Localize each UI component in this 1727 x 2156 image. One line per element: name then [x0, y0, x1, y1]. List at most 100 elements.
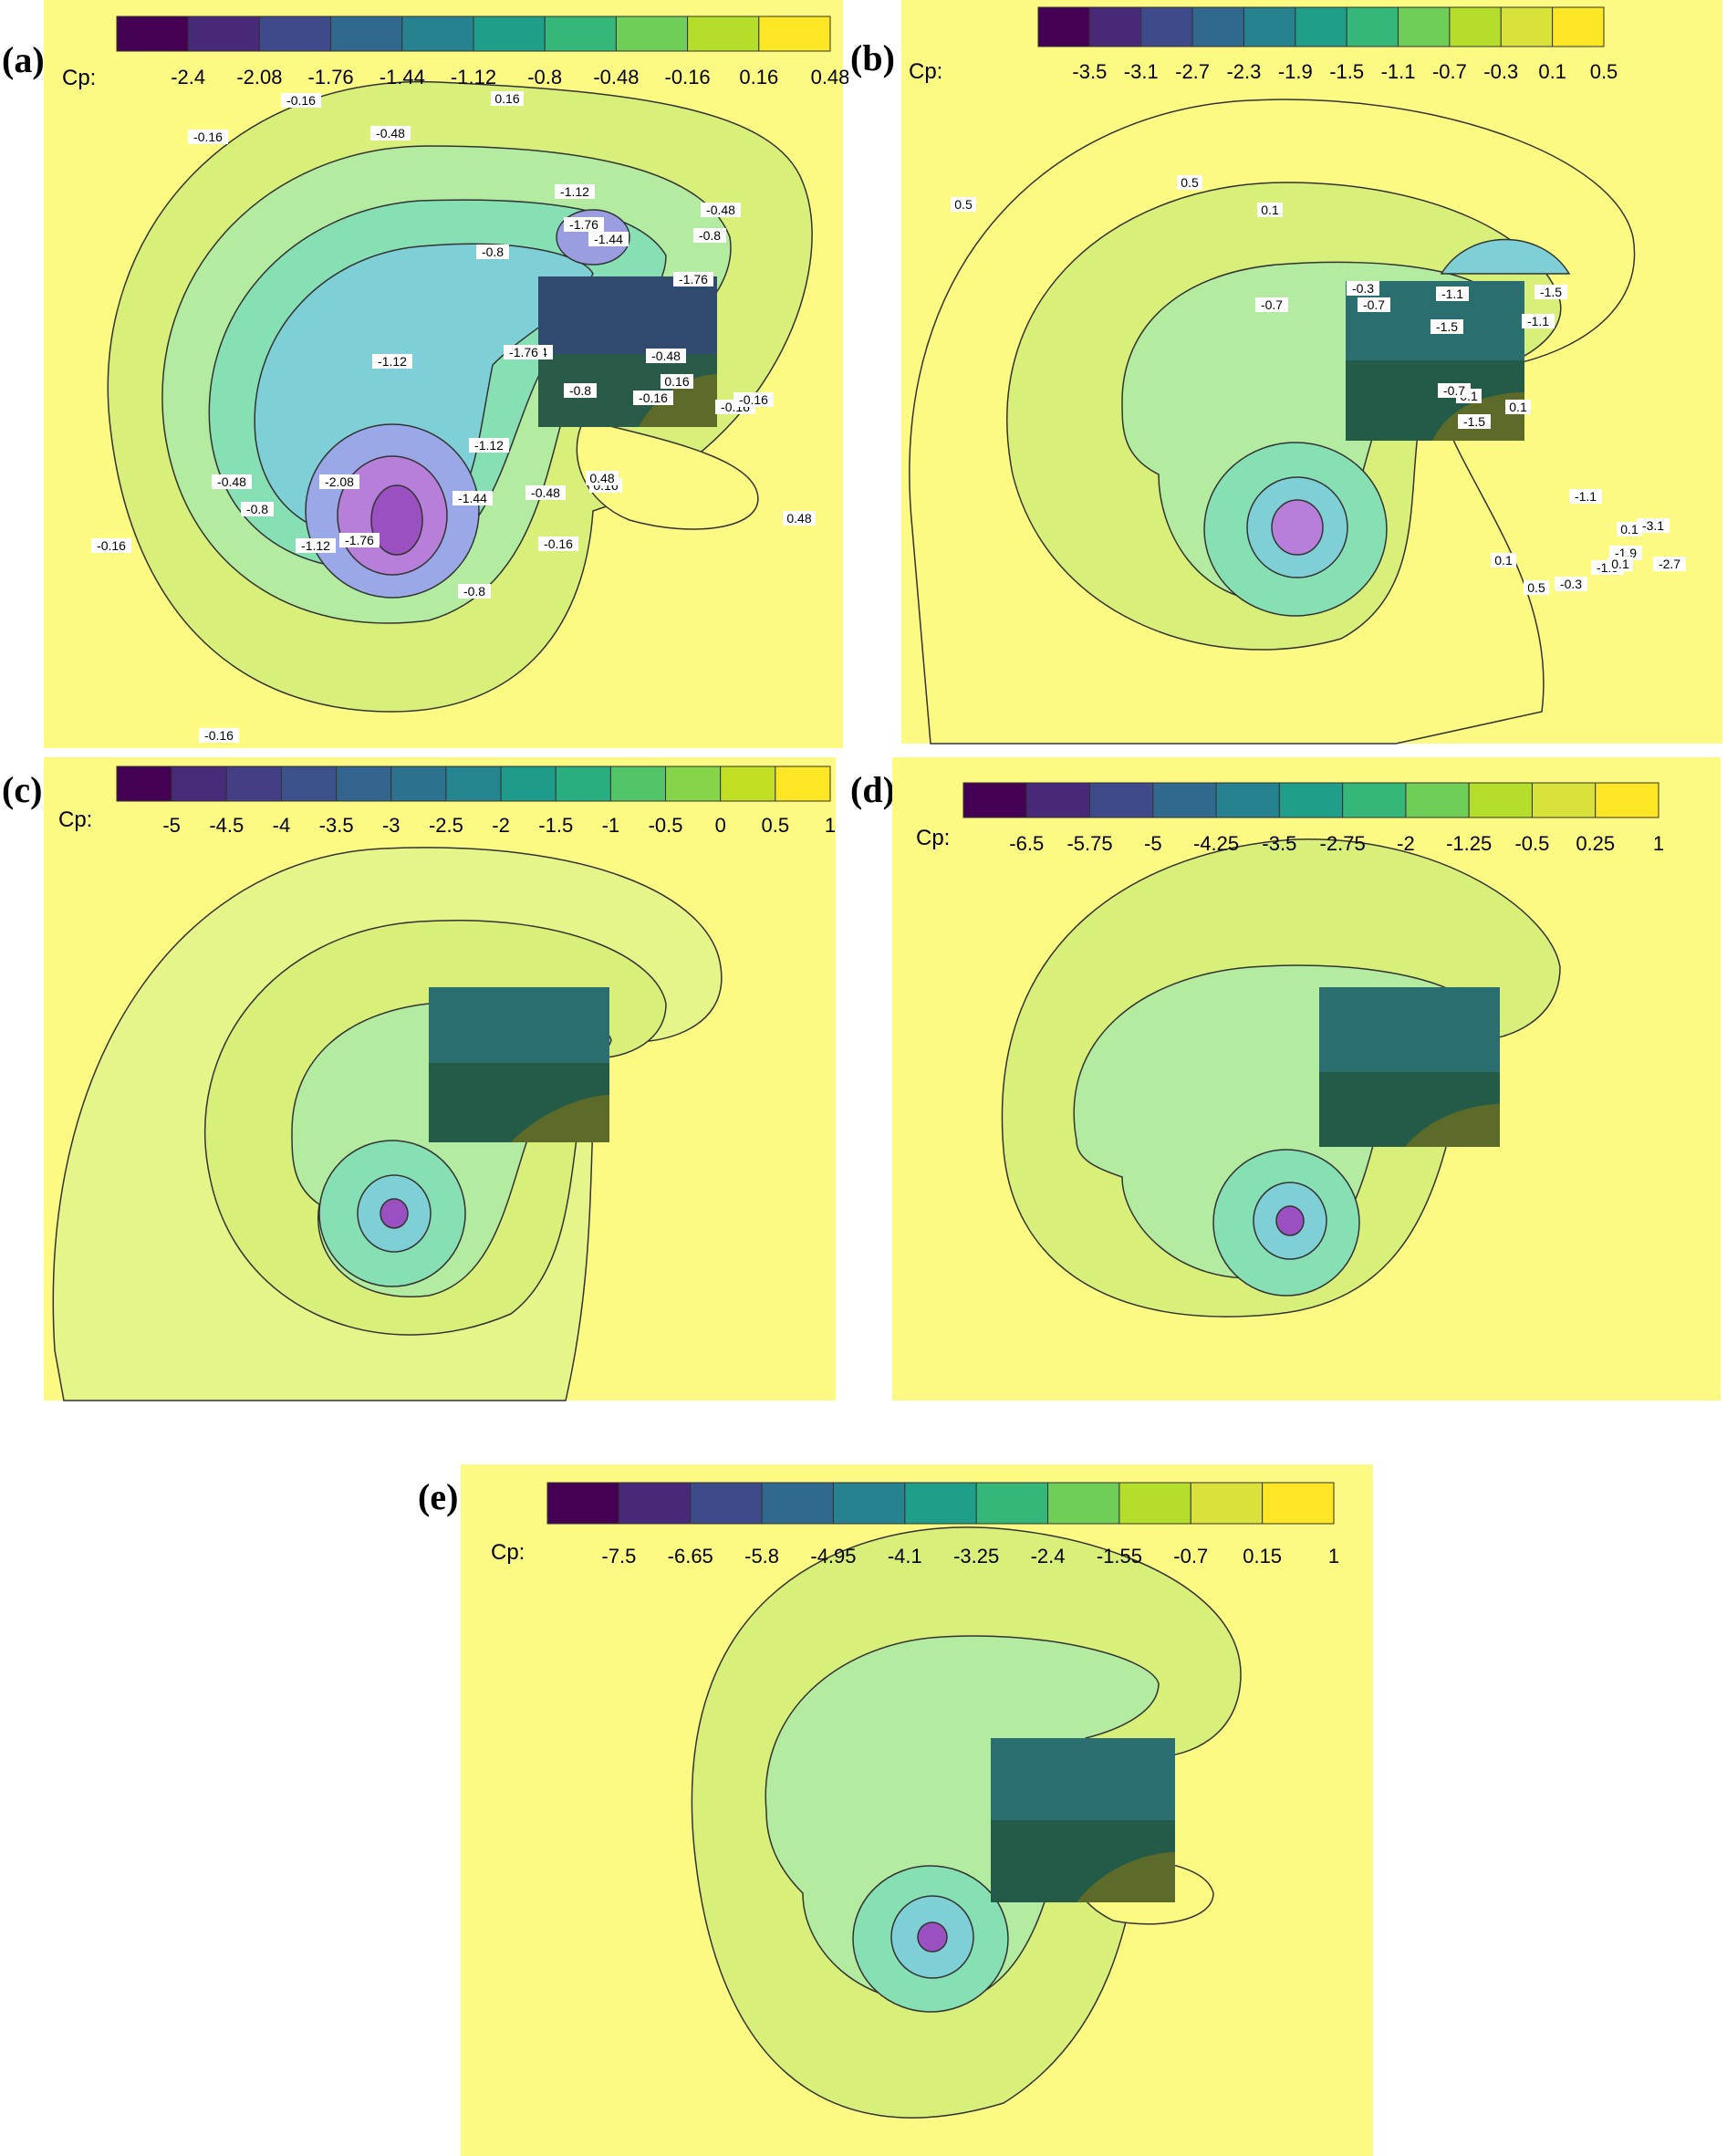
colorbar-swatch	[1595, 782, 1659, 818]
colorbar-tick-label: -0.7	[1173, 1545, 1208, 1568]
colorbar-e: Cp: -7.5 -6.65 -5.8 -4.95 -4.1 -3.25 -2.4 -1.55…	[491, 1482, 1339, 1568]
colorbar-tick-label: -2.5	[429, 814, 463, 837]
colorbar-tick-label: 0.16	[739, 66, 778, 89]
colorbar-swatch	[544, 16, 617, 52]
colorbar-swatch	[1295, 6, 1347, 47]
colorbar-tick-label: -4.1	[888, 1545, 922, 1568]
colorbar-swatch	[962, 782, 1027, 818]
colorbar-swatch	[555, 766, 611, 802]
colorbar-swatch	[1342, 782, 1407, 818]
colorbar-title-b: Cp:	[909, 59, 942, 84]
colorbar-swatch	[330, 16, 403, 52]
panel-label-d: (d)	[850, 769, 895, 810]
colorbar-swatch	[1191, 6, 1244, 47]
colorbar-tick-label: -1.76	[308, 66, 354, 89]
colorbar-tick-label: -1	[602, 814, 620, 837]
colorbar-swatch	[758, 16, 831, 52]
colorbar-swatch	[615, 16, 689, 52]
colorbar-tick-label: -1.9	[1278, 60, 1313, 83]
colorbar-tick-label: -0.5	[649, 814, 683, 837]
colorbar-swatch	[1190, 1482, 1264, 1525]
contour-plot-b: Cp: -3.5 -3.1 -2.7 -2.3 -1.9 -1.5 -1.1 -0.7 -0.3…	[901, 0, 1722, 745]
panel-label-e: (e)	[418, 1476, 459, 1517]
colorbar-swatch	[546, 1482, 619, 1525]
colorbar-b: Cp: -3.5 -3.1 -2.7 -2.3 -1.9 -1.5 -1.1 -0.7 -0.3…	[909, 6, 1618, 84]
colorbar-tick-label: 0	[715, 814, 726, 837]
colorbar-swatch	[904, 1482, 977, 1525]
colorbar-tick-label: -0.7	[1432, 60, 1467, 83]
colorbar-tick-label: -1.25	[1446, 832, 1492, 855]
colorbar-tick-label: -2.7	[1175, 60, 1210, 83]
colorbar-swatch	[832, 1482, 906, 1525]
colorbar-tick-label: -1.1	[1381, 60, 1416, 83]
colorbar-tick-label: -1.55	[1097, 1545, 1142, 1568]
panel-b: (b) Cp: -3.5 -3.1 -2.7 -2.3 -1.9 -1.5 -1.1 -0.7…	[848, 0, 1727, 748]
contour-plot-a: Cp: -2.4 -2.08 -1.76 -1.44 -1.12 -0.8 -0.48 -0.…	[44, 0, 848, 748]
colorbar-swatch	[1037, 6, 1090, 47]
colorbar-a: Cp: -2.4 -2.08 -1.76 -1.44 -1.12 -0.8 -0.48 -0.…	[62, 16, 848, 90]
colorbar-tick-label: -2.3	[1226, 60, 1261, 83]
colorbar-swatch	[225, 766, 282, 802]
colorbar-swatch	[665, 766, 722, 802]
panel-d: (d) Cp: -6.5 -5.75 -5 -4.25 -3.5 -2.75 -2 -1.25…	[848, 748, 1727, 1405]
colorbar-tick-label: -2.75	[1320, 832, 1366, 855]
colorbar-swatch	[1468, 782, 1533, 818]
colorbar-tick-label: -3.5	[1072, 60, 1107, 83]
colorbar-swatch	[1398, 6, 1451, 47]
colorbar-swatch	[1088, 6, 1142, 47]
colorbar-swatch	[401, 16, 474, 52]
colorbar-tick-label: 1	[1328, 1545, 1339, 1568]
colorbar-swatch	[761, 1482, 834, 1525]
colorbar-tick-label: -3	[382, 814, 401, 837]
colorbar-swatch	[116, 16, 189, 52]
colorbar-tick-label: -2.08	[236, 66, 282, 89]
colorbar-tick-label: -1.12	[451, 66, 496, 89]
colorbar-tick-label: 0.25	[1576, 832, 1615, 855]
colorbar-swatch	[1278, 782, 1344, 818]
colorbar-swatch	[690, 1482, 763, 1525]
colorbar-swatch	[390, 766, 447, 802]
colorbar-tick-label: 0.15	[1243, 1545, 1282, 1568]
colorbar-tick-label: -4	[273, 814, 291, 837]
colorbar-tick-label: -4.5	[209, 814, 244, 837]
colorbar-swatch	[336, 766, 392, 802]
colorbar-d: Cp: -6.5 -5.75 -5 -4.25 -3.5 -2.75 -2 -1.25 -0.5…	[916, 782, 1664, 855]
colorbar-tick-label: -5.8	[744, 1545, 779, 1568]
colorbar-tick-label: -5	[162, 814, 181, 837]
colorbar-swatch	[1215, 782, 1280, 818]
colorbar-tick-label: 0.5	[762, 814, 790, 837]
colorbar-swatch	[1152, 782, 1217, 818]
colorbar-tick-label: -3.5	[1262, 832, 1296, 855]
panel-c: (c) Cp: -5 -4.5 -4 -3.5 -3 -2.5 -2 -1.5 -1 -0.5 0 0…	[0, 748, 848, 1405]
colorbar-tick-label: -3.25	[953, 1545, 999, 1568]
colorbar-swatch	[1140, 6, 1193, 47]
colorbar-tick-label: -2.4	[1031, 1545, 1066, 1568]
colorbar-tick-label: -3.5	[319, 814, 354, 837]
colorbar-tick-label: -0.16	[665, 66, 711, 89]
panel-label-a: (a)	[2, 39, 45, 80]
colorbar-tick-label: -6.65	[668, 1545, 713, 1568]
colorbar-tick-label: -1.44	[380, 66, 425, 89]
panel-e: (e) Cp: -7.5 -6.65 -5.8 -4.95 -4.1 -3.25 -2.4 -…	[418, 1464, 1414, 2156]
colorbar-tick-label: 0.1	[1538, 60, 1566, 83]
colorbar-swatch	[445, 766, 502, 802]
colorbar-tick-label: -7.5	[601, 1545, 636, 1568]
colorbar-swatch	[171, 766, 227, 802]
colorbar-swatch	[1243, 6, 1296, 47]
colorbar-swatch	[1118, 1482, 1191, 1525]
colorbar-swatch	[473, 16, 546, 52]
colorbar-swatch	[775, 766, 831, 802]
colorbar-swatch	[1531, 782, 1597, 818]
colorbar-swatch	[1025, 782, 1091, 818]
colorbar-swatch	[1047, 1482, 1120, 1525]
colorbar-tick-label: -4.95	[810, 1545, 856, 1568]
colorbar-tick-label: -3.1	[1124, 60, 1159, 83]
colorbar-swatch	[1346, 6, 1399, 47]
colorbar-swatch	[1262, 1482, 1335, 1525]
colorbar-swatch	[1552, 6, 1605, 47]
colorbar-swatch	[609, 766, 667, 802]
colorbar-title-c: Cp:	[58, 807, 92, 832]
colorbar-tick-label: -0.3	[1483, 60, 1518, 83]
colorbar-tick-label: -5.75	[1066, 832, 1112, 855]
panel-label-b: (b)	[850, 37, 895, 78]
